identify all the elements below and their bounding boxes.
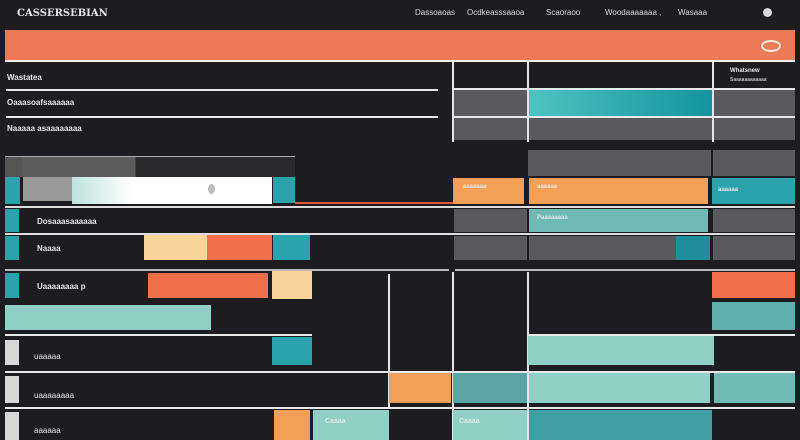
- banner: [5, 30, 795, 60]
- cell[interactable]: [454, 118, 527, 140]
- cell[interactable]: [529, 410, 712, 440]
- divider: [5, 206, 795, 208]
- panel-subtitle: Saaaaaaaaaaaa: [730, 77, 767, 83]
- cell[interactable]: Caaaa: [313, 410, 389, 440]
- row-label[interactable]: Dosaaasaaaaaa: [37, 217, 97, 226]
- grid-line: [452, 62, 454, 142]
- cell[interactable]: [454, 90, 527, 116]
- row-marker: [5, 340, 19, 365]
- divider: [5, 60, 795, 62]
- divider: [5, 334, 312, 336]
- cell[interactable]: Paaaaaaaa: [529, 209, 708, 232]
- cell[interactable]: [454, 209, 527, 232]
- row-label[interactable]: aaaaaa: [34, 426, 61, 435]
- cell[interactable]: [529, 118, 712, 140]
- nav-item-3[interactable]: Scaoraoo: [546, 8, 581, 17]
- divider: [528, 334, 795, 336]
- search-input[interactable]: [72, 177, 272, 204]
- grid-line: [452, 272, 454, 440]
- cell[interactable]: [714, 373, 795, 403]
- cell[interactable]: aaaaaa: [712, 178, 795, 204]
- cell[interactable]: [713, 150, 795, 176]
- cell: [23, 177, 72, 201]
- cell-label: aaaaaa: [718, 187, 739, 193]
- divider: [455, 269, 795, 271]
- toolbar-strip[interactable]: [5, 156, 295, 177]
- cell-label: Paaaaaaaa: [537, 215, 568, 221]
- row-marker: [5, 236, 19, 260]
- row-marker: [5, 177, 20, 204]
- grid-line: [712, 62, 714, 142]
- cell[interactable]: [676, 236, 710, 260]
- cell[interactable]: [273, 235, 310, 260]
- search-button[interactable]: [273, 177, 295, 203]
- cell[interactable]: [274, 410, 310, 440]
- cell[interactable]: [272, 271, 312, 299]
- cell[interactable]: [529, 236, 676, 260]
- cell[interactable]: aaaaaa: [529, 178, 708, 204]
- app-title: CASSERSEBIAN: [17, 8, 108, 19]
- cell[interactable]: [713, 209, 795, 232]
- divider: [5, 269, 449, 271]
- nav-item-2[interactable]: Ocdkeasssaaoa: [467, 8, 525, 17]
- cell[interactable]: [144, 235, 207, 260]
- settings-icon[interactable]: [763, 8, 772, 17]
- cell[interactable]: Caaaa: [453, 410, 527, 440]
- grid-line: [527, 62, 529, 142]
- cell-label: Caaaa: [325, 418, 346, 425]
- row-marker: [5, 209, 19, 232]
- list-item[interactable]: Wastatea: [7, 73, 42, 82]
- cell[interactable]: [148, 273, 268, 298]
- cell[interactable]: [207, 235, 272, 260]
- panel-title: Whatsnew: [730, 68, 760, 74]
- row-label[interactable]: uaaaaaaaa: [34, 391, 75, 400]
- cell[interactable]: [453, 373, 527, 403]
- list-item[interactable]: Oaaasoafsaaaaaa: [7, 98, 75, 107]
- cell-label: aaaaaaa: [463, 184, 487, 190]
- row-label[interactable]: Naaaa: [37, 244, 61, 253]
- cell[interactable]: [389, 373, 451, 403]
- cell[interactable]: [712, 302, 795, 330]
- row-marker: [5, 412, 19, 440]
- cell[interactable]: [528, 150, 711, 176]
- cell-label: Caaaa: [459, 418, 480, 425]
- nav-item-4[interactable]: Woodaaaaaaa ,: [605, 8, 662, 17]
- search-icon: [208, 184, 215, 194]
- list-item[interactable]: Naaaaa asaaaaaaaa: [7, 124, 82, 133]
- cell-label: aaaaaa: [537, 184, 558, 190]
- cell[interactable]: [272, 337, 312, 365]
- divider: [5, 233, 795, 235]
- cell[interactable]: [714, 118, 795, 140]
- divider: [6, 89, 438, 91]
- cell[interactable]: [714, 90, 795, 116]
- nav-item-5[interactable]: Wasaaa: [678, 8, 708, 17]
- cell[interactable]: [529, 373, 710, 403]
- cell-highlight[interactable]: [529, 90, 712, 116]
- cell-bar[interactable]: [5, 305, 211, 330]
- row-marker: [5, 273, 19, 298]
- cell[interactable]: [528, 336, 714, 365]
- grid-line: [388, 274, 390, 408]
- cell[interactable]: aaaaaaa: [453, 178, 524, 204]
- cloud-icon[interactable]: [761, 40, 781, 52]
- cell[interactable]: [713, 236, 795, 260]
- divider: [5, 407, 795, 409]
- divider: [453, 116, 795, 118]
- row-label[interactable]: Uaaaaaaaa p: [37, 282, 86, 291]
- divider: [5, 371, 795, 373]
- cell[interactable]: [454, 236, 527, 260]
- cell[interactable]: [712, 272, 795, 298]
- divider: [295, 202, 453, 204]
- divider: [6, 116, 438, 118]
- divider: [453, 88, 795, 90]
- row-label[interactable]: uaaaaa: [34, 352, 61, 361]
- nav-item-1[interactable]: Dassoaoas: [415, 8, 456, 17]
- row-marker: [5, 376, 19, 403]
